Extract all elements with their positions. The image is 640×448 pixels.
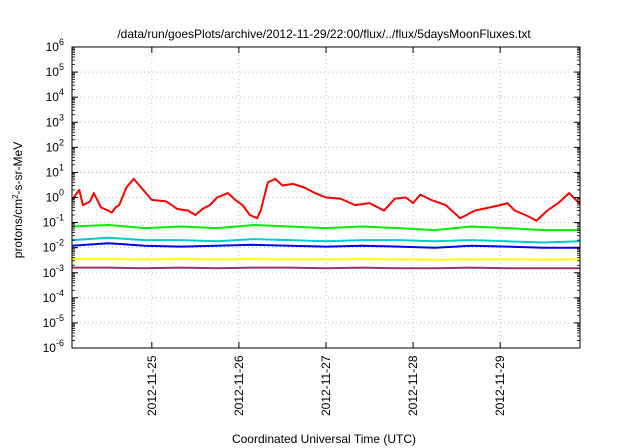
y-tick-label: 10-3 <box>43 263 64 280</box>
y-tick-label: 104 <box>46 87 64 104</box>
y-tick-label: 103 <box>46 112 64 129</box>
y-axis-label: protons/cm2-s-sr-MeV <box>11 142 26 258</box>
series-line-4 <box>71 242 580 249</box>
grid-lines <box>72 47 580 348</box>
y-axis-label-sup: 2 <box>11 194 20 199</box>
x-tick-label: 2012-11-27 <box>319 355 333 416</box>
y-axis-label-suffix: -s-sr-MeV <box>11 142 25 195</box>
y-tick-label: 102 <box>46 137 64 154</box>
series-line-2 <box>71 224 580 232</box>
series-line-6 <box>72 266 580 270</box>
series-line-1 <box>71 177 581 222</box>
x-tick-label: 2012-11-25 <box>145 355 159 416</box>
x-axis-label: Coordinated Universal Time (UTC) <box>232 432 416 446</box>
y-tick-label: 10-6 <box>43 338 64 355</box>
y-tick-label: 105 <box>46 62 64 79</box>
chart-title: /data/run/goesPlots/archive/2012-11-29/2… <box>117 27 531 41</box>
y-tick-label: 106 <box>46 37 64 54</box>
series-layer <box>71 177 581 270</box>
x-tick-label: 2012-11-26 <box>232 355 246 416</box>
y-tick-label: 10-4 <box>43 288 64 305</box>
y-tick-label: 101 <box>46 162 64 179</box>
y-tick-label: 10-2 <box>43 238 64 255</box>
x-tick-label: 2012-11-29 <box>493 355 507 416</box>
x-tick-label: 2012-11-28 <box>406 355 420 416</box>
x-tick-labels: 2012-11-25 2012-11-26 2012-11-27 2012-11-28… <box>145 355 507 416</box>
y-tick-labels: 10-6 10-5 10-4 10-3 10-2 10-1 100 101 102 103 104 1… <box>43 37 64 355</box>
y-tick-label: 100 <box>46 188 64 205</box>
axis-ticks <box>72 46 580 349</box>
y-tick-label: 10-1 <box>43 213 64 230</box>
series-line-5 <box>72 258 581 261</box>
y-tick-label: 10-5 <box>43 313 64 330</box>
y-axis-label-prefix: protons/cm <box>11 199 25 258</box>
series-line-3 <box>71 236 581 244</box>
